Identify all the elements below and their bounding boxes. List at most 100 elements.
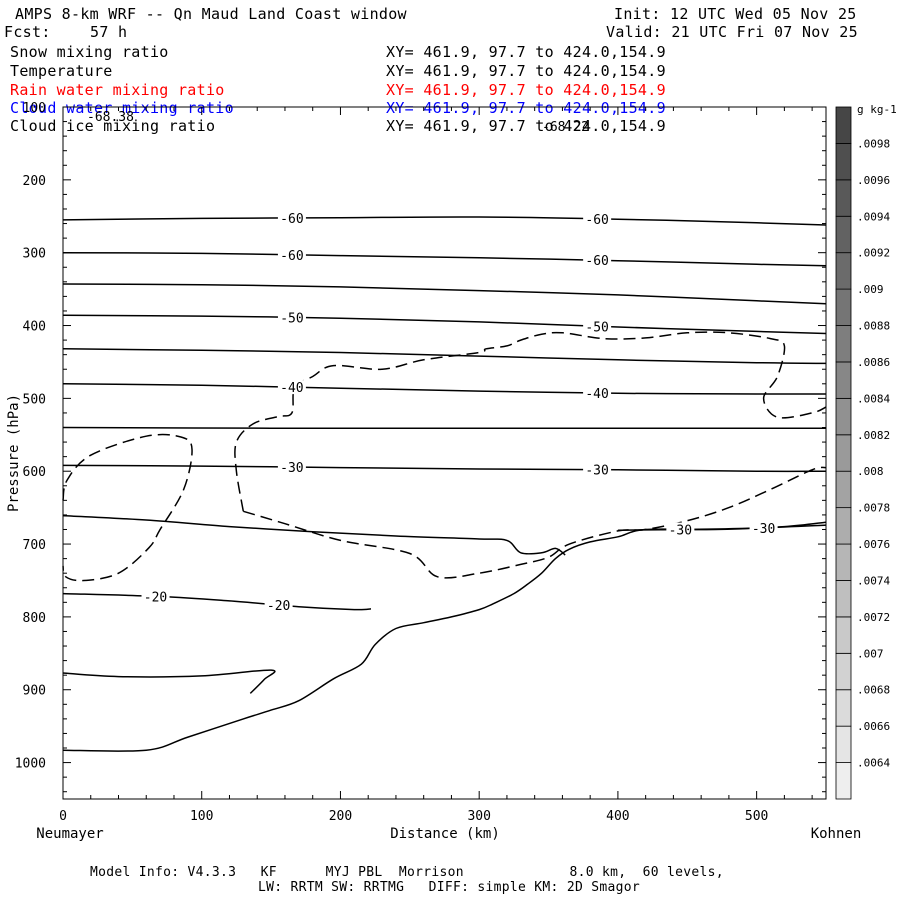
contour-label-bg — [583, 462, 612, 477]
snow-mixing-ratio-contour — [243, 466, 827, 579]
colorbar-tick-label: .0098 — [857, 137, 890, 150]
model-info-line2: LW: RRTM SW: RRTMG DIFF: simple KM: 2D S… — [258, 880, 640, 895]
x-tick-label: 300 — [467, 809, 490, 824]
colorbar-swatch — [835, 725, 852, 763]
colorbar-tick-label: .0072 — [857, 611, 890, 624]
colorbar-tick-label: .0066 — [857, 720, 890, 733]
y-tick-label: 900 — [23, 684, 46, 699]
plot-frame — [62, 106, 827, 800]
colorbar-tick-label: .0096 — [857, 174, 890, 187]
field-name-cloud-water: Cloud water mixing ratio — [10, 99, 234, 117]
terrain-line — [62, 521, 827, 752]
colorbar-tick-label: .0088 — [857, 320, 890, 333]
model-info-line1: Model Info: V4.3.3 KF MYJ PBL Morrison 8… — [90, 865, 724, 880]
x-tick-label: 500 — [745, 809, 768, 824]
contour-label: -60 — [280, 212, 303, 227]
colorbar-swatch — [835, 470, 852, 509]
contour-label: -60 — [585, 254, 608, 269]
temperature-contour — [62, 251, 827, 267]
colorbar-tick-label: .0064 — [857, 757, 890, 770]
field-xy-cloud-ice: XY= 461.9, 97.7 to 424.0,154.9 — [386, 117, 666, 135]
y-tick-label: 200 — [23, 174, 46, 189]
x-tick-label: 100 — [190, 809, 213, 824]
contour-label: -30 — [669, 524, 692, 539]
colorbar-tick-label: .008 — [857, 465, 884, 478]
x-right-station-label: Kohnen — [811, 826, 862, 842]
y-tick-label: 400 — [23, 320, 46, 335]
field-name-temperature: Temperature — [10, 62, 113, 80]
contour-label: -40 — [585, 387, 608, 402]
temperature-contour — [617, 524, 827, 531]
temperature-contour — [62, 514, 566, 556]
colorbar-swatch — [835, 616, 852, 654]
colorbar-swatch — [835, 179, 852, 217]
temperature-contour — [62, 426, 826, 430]
colorbar-swatch — [835, 580, 852, 618]
fcst-label: Fcst: — [4, 23, 51, 41]
contour-label-bg — [277, 380, 306, 395]
snow-mixing-ratio-contour — [234, 331, 827, 512]
contour-label-bg — [583, 319, 612, 334]
contour-label: -20 — [144, 590, 167, 605]
contour-label: -30 — [280, 461, 303, 476]
contour-label: -30 — [585, 464, 608, 479]
colorbar-swatch — [835, 762, 852, 800]
colorbar-tick-label: .0074 — [857, 574, 890, 587]
colorbar-tick-label: .0086 — [857, 356, 890, 369]
colorbar-tick-label: .0082 — [857, 429, 890, 442]
y-tick-label: 500 — [23, 392, 46, 407]
x-tick-label: 200 — [329, 809, 352, 824]
temperature-contour — [62, 283, 827, 305]
field-xy-snow: XY= 461.9, 97.7 to 424.0,154.9 — [386, 43, 666, 61]
colorbar-swatch — [835, 288, 852, 326]
temperature-contour — [62, 216, 827, 226]
field-name-rain: Rain water mixing ratio — [10, 81, 225, 99]
y-tick-label: 800 — [23, 611, 46, 626]
y-tick-label: 300 — [23, 247, 46, 262]
temperature-contour — [62, 383, 827, 395]
contour-label-bg — [583, 211, 612, 226]
temperature-contour — [62, 348, 827, 365]
colorbar-swatch — [835, 215, 852, 254]
colorbar-tick-label: .0078 — [857, 502, 890, 515]
valid-time: Valid: 21 UTC Fri 07 Nov 25 — [606, 23, 858, 41]
y-tick-label: 1000 — [15, 757, 46, 772]
colorbar-tick-label: .009 — [857, 283, 884, 296]
colorbar-swatch — [835, 143, 852, 181]
contour-label: -20 — [267, 599, 290, 614]
colorbar-swatch — [835, 325, 852, 363]
contour-label-bg — [264, 598, 293, 613]
colorbar-tick-label: .007 — [857, 647, 884, 660]
contour-label-bg — [277, 460, 306, 475]
y-tick-label: 100 — [23, 101, 46, 116]
contour-label: -60 — [280, 249, 303, 264]
colorbar-tick-label: .0084 — [857, 392, 890, 405]
init-time: Init: 12 UTC Wed 05 Nov 25 — [614, 5, 857, 23]
chart-title: AMPS 8-km WRF -- Qn Maud Land Coast wind… — [15, 5, 407, 23]
x-left-station-label: Neumayer — [36, 826, 103, 842]
colorbar-tick-label: .0076 — [857, 538, 890, 551]
contour-label: -40 — [280, 381, 303, 396]
temperature-contour — [62, 314, 827, 335]
temperature-contour — [62, 464, 827, 473]
field-xy-temperature: XY= 461.9, 97.7 to 424.0,154.9 — [386, 62, 666, 80]
colorbar-swatch — [835, 397, 852, 436]
field-name-snow: Snow mixing ratio — [10, 43, 169, 61]
colorbar-swatch — [835, 543, 852, 581]
fcst-value: 57 h — [90, 23, 128, 41]
temperature-contour — [62, 669, 276, 694]
contour-label-bg — [277, 247, 306, 262]
colorbar-swatch — [835, 652, 852, 691]
colorbar-swatch — [835, 361, 852, 399]
contour-label-bg — [277, 210, 306, 225]
contour-label: -50 — [280, 311, 303, 326]
colorbar-swatch — [835, 507, 852, 545]
temperature-contour — [62, 592, 372, 611]
colorbar-unit: g kg-1 — [857, 103, 897, 116]
colorbar-swatch — [835, 689, 852, 727]
annotation-min: -68.38 — [87, 110, 134, 125]
x-axis-label: Distance (km) — [390, 826, 500, 842]
y-tick-label: 700 — [23, 538, 46, 553]
annotation-min-2: -68.22 — [542, 120, 589, 135]
